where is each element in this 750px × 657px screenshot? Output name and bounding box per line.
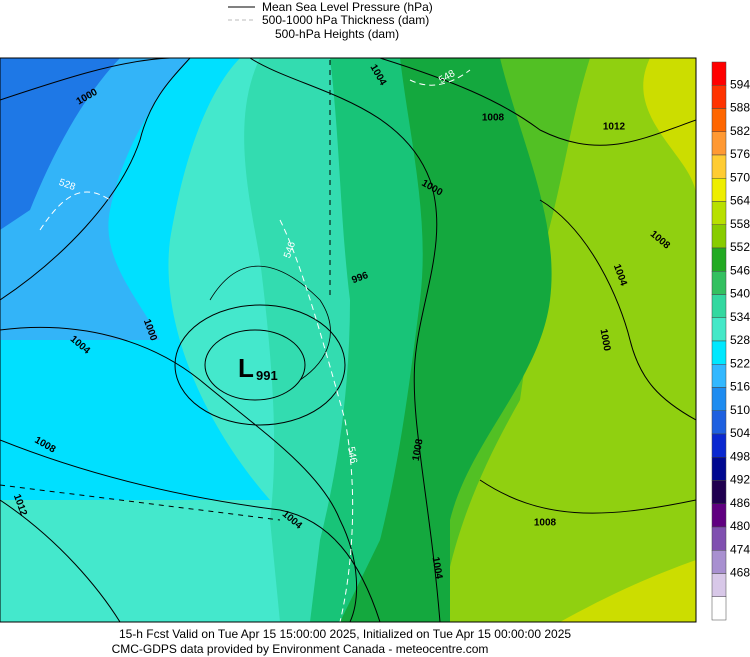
colorbar-label: 504 xyxy=(730,426,750,440)
isobar-label: 1000 xyxy=(598,328,613,352)
colorbar-box xyxy=(711,131,727,156)
legend-entry: 500-hPa Heights (dam) xyxy=(275,27,399,41)
colorbar-box xyxy=(711,526,727,551)
colorbar-box xyxy=(711,596,727,621)
colorbar-label: 540 xyxy=(730,287,750,301)
colorbar-label: 510 xyxy=(730,403,750,417)
isobar-label: 1008 xyxy=(482,113,505,124)
isobar-label: 1004 xyxy=(430,556,445,580)
colorbar-box xyxy=(711,340,727,365)
colorbar-label: 588 xyxy=(730,101,750,115)
isobars xyxy=(0,58,696,622)
colorbar-label: 570 xyxy=(730,170,750,184)
legend-entry: Mean Sea Level Pressure (hPa) xyxy=(262,0,433,14)
colorbar-label: 558 xyxy=(730,217,750,231)
isobar-label: 546 xyxy=(345,446,359,465)
footer-line: CMC-GDPS data provided by Environment Ca… xyxy=(112,642,489,656)
colorbar-box xyxy=(711,61,727,86)
colorbar-label: 576 xyxy=(730,147,750,161)
colorbar-box xyxy=(711,550,727,574)
colorbar-box xyxy=(711,85,727,109)
colorbar-box xyxy=(711,271,727,295)
isobar-label: 1012 xyxy=(603,122,626,133)
map-frame xyxy=(0,57,697,623)
colorbar-box xyxy=(711,317,727,342)
isobar-label: 1008 xyxy=(534,518,557,529)
colorbar-box xyxy=(711,503,727,528)
colorbar-box xyxy=(711,201,727,225)
thickness-field xyxy=(0,58,696,622)
colorbar-label: 468 xyxy=(730,566,750,580)
colorbar-label: 498 xyxy=(730,449,750,463)
colorbar-box xyxy=(711,108,727,132)
isobar-label: 1008 xyxy=(411,438,426,462)
colorbar-box xyxy=(711,364,727,388)
colorbar-label: 480 xyxy=(730,519,750,533)
low-value: 991 xyxy=(256,368,278,383)
colorbar-box xyxy=(711,433,727,458)
colorbar-label: 492 xyxy=(730,473,750,487)
colorbar-label: 486 xyxy=(730,496,750,510)
colorbar-box xyxy=(711,457,727,481)
colorbar-label: 552 xyxy=(730,240,750,254)
footer-line: 15-h Fcst Valid on Tue Apr 15 15:00:00 2… xyxy=(119,627,571,641)
colorbar-box xyxy=(711,387,727,411)
colorbar-box xyxy=(711,410,727,435)
colorbar-box xyxy=(711,224,727,249)
colorbar-box xyxy=(711,154,727,179)
colorbar-label: 594 xyxy=(730,77,750,91)
colorbar-label: 474 xyxy=(730,542,750,556)
legend-entry: 500-1000 hPa Thickness (dam) xyxy=(262,13,429,27)
colorbar-label: 534 xyxy=(730,310,750,324)
colorbar-label: 516 xyxy=(730,380,750,394)
colorbar-label: 522 xyxy=(730,356,750,370)
colorbar-label: 582 xyxy=(730,124,750,138)
low-symbol: L xyxy=(238,353,254,383)
colorbar-label: 546 xyxy=(730,263,750,277)
colorbar-box xyxy=(711,178,727,202)
colorbar-box xyxy=(711,573,727,597)
colorbar-box xyxy=(711,480,727,504)
legend: Mean Sea Level Pressure (hPa) 500-1000 h… xyxy=(228,0,433,41)
colorbar-label: 564 xyxy=(730,194,750,208)
colorbar-box xyxy=(711,294,727,318)
colorbar-label: 528 xyxy=(730,333,750,347)
colorbar-box xyxy=(711,247,727,272)
